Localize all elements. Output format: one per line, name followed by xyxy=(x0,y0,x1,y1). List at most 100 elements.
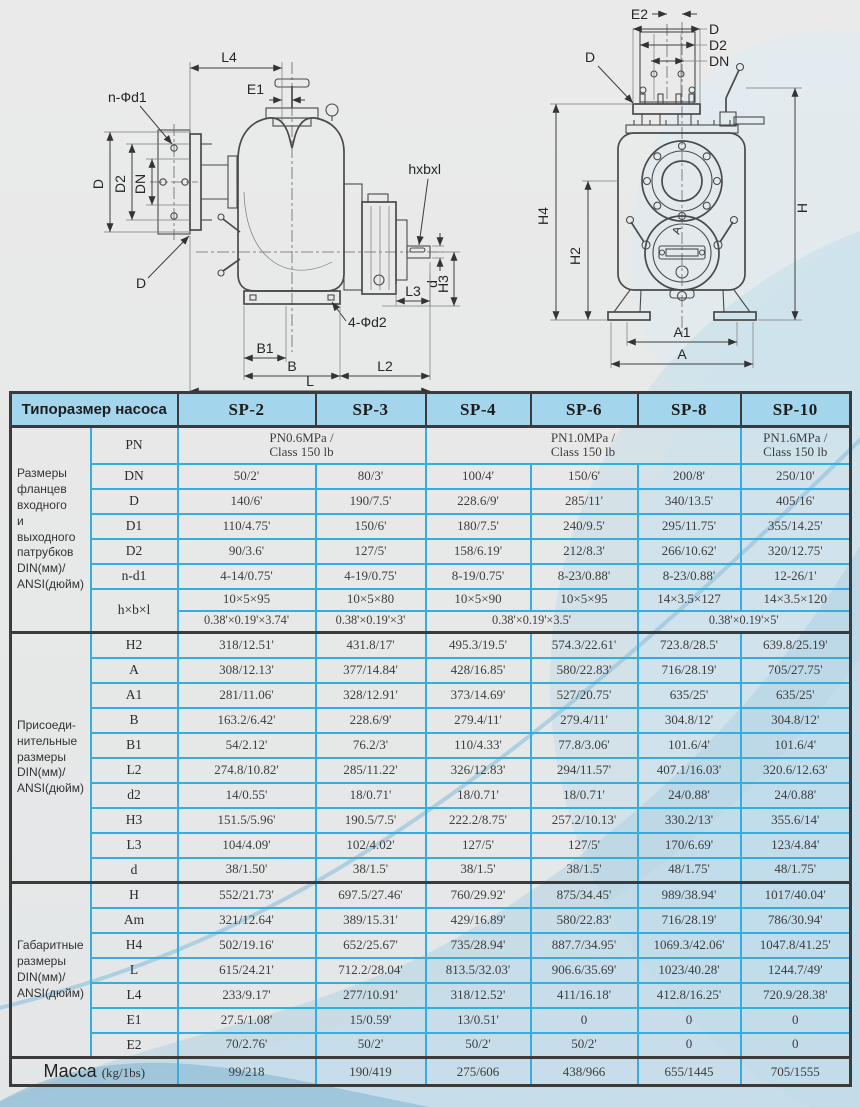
table-row: E2 70/2.76' 50/2' 50/2' 50/2' 0 0 xyxy=(11,1031,852,1059)
mass-value-cell: 190/419 xyxy=(314,1056,427,1087)
row-label-E2: E2 xyxy=(89,1031,179,1059)
dim-label-l: L xyxy=(306,373,314,389)
value-cell: 48/1.75' xyxy=(739,856,852,884)
value-cell: 104/4.09' xyxy=(176,831,317,859)
value-cell: 127/5' xyxy=(424,831,532,859)
value-cell: 190/7.5' xyxy=(314,487,427,515)
value-cell: 15/0.59' xyxy=(314,1006,427,1034)
cover-mark-a: A xyxy=(670,225,684,236)
row-label-L3: L3 xyxy=(89,831,179,859)
dim-label-h4: H4 xyxy=(535,207,551,225)
value-cell: 38/1.5' xyxy=(529,856,639,884)
value-cell: 502/19.16' xyxy=(176,931,317,959)
value-cell: 318/12.52' xyxy=(424,981,532,1009)
section-label: Размеры фланцев входного и выходного пат… xyxy=(9,425,92,634)
mass-value-cell: 275/606 xyxy=(424,1056,532,1087)
value-cell: 200/8' xyxy=(636,462,742,490)
table-body: Размеры фланцев входного и выходного пат… xyxy=(9,425,852,1059)
value-cell: 373/14.69' xyxy=(424,681,532,709)
value-cell: 716/28.19' xyxy=(636,656,742,684)
value-cell: 0 xyxy=(636,1031,742,1059)
value-cell: 80/3' xyxy=(314,462,427,490)
value-cell: 318/12.51' xyxy=(176,631,317,659)
value-cell: 411/16.18' xyxy=(529,981,639,1009)
value-cell: 705/27.75' xyxy=(739,656,852,684)
table-row: B1 54/2.12' 76.2/3' 110/4.33' 77.8/3.06' 101.… xyxy=(11,731,852,759)
mass-row: Масса (kg/1bs) 99/218 190/419 275/606 438/96… xyxy=(9,1056,852,1087)
value-cell: 70/2.76' xyxy=(176,1031,317,1059)
row-label-D1: D1 xyxy=(89,512,179,540)
value-cell: 180/7.5' xyxy=(424,512,532,540)
value-cell: 8-23/0.88' xyxy=(529,562,639,590)
value-cell: 639.8/25.19' xyxy=(739,631,852,659)
value-cell: 0 xyxy=(529,1006,639,1034)
table-row: DN 50/2' 80/3' 100/4' 150/6' 200/8' 250/10' xyxy=(11,462,852,490)
table-row: B 163.2/6.42' 228.6/9' 279.4/11' 279.4/11' 30… xyxy=(11,706,852,734)
front-view-body: A xyxy=(607,31,765,321)
value-cell: 0.38'×0.19'×3' xyxy=(314,609,427,634)
dim-label-d-shaft: d xyxy=(424,280,440,288)
value-cell: 285/11' xyxy=(529,487,639,515)
value-cell: 240/9.5' xyxy=(529,512,639,540)
table-row: Габаритные размеры DIN(мм)/ ANSI(дюйм) H 5… xyxy=(9,881,852,1059)
dim-label-e1: E1 xyxy=(247,81,264,97)
value-cell: 212/8.3' xyxy=(529,537,639,565)
value-cell: 150/6' xyxy=(314,512,427,540)
value-cell: 635/25' xyxy=(636,681,742,709)
table-row: H3 151.5/5.96' 190.5/7.5' 222.2/8.75' 257.2/… xyxy=(11,806,852,834)
value-cell: 24/0.88' xyxy=(739,781,852,809)
side-view-body xyxy=(150,78,431,305)
value-cell: 50/2' xyxy=(424,1031,532,1059)
value-cell: PN1.0MPa / Class 150 lb xyxy=(424,425,742,465)
value-cell: 813.5/32.03' xyxy=(424,956,532,984)
front-view-dimensions: E2 D D2 DN D H4 H2 H xyxy=(535,6,810,368)
value-cell: 279.4/11' xyxy=(424,706,532,734)
value-cell: 0.38'×0.19'×3.74' xyxy=(176,609,317,634)
value-cell: 13/0.51' xyxy=(424,1006,532,1034)
dim-label-a: A xyxy=(677,346,687,362)
table-row: D 140/6' 190/7.5' 228.6/9' 285/11' 340/13.5' 4… xyxy=(11,487,852,515)
value-cell: 330.2/13' xyxy=(636,806,742,834)
table-footer: Масса (kg/1bs) 99/218 190/419 275/606 438/96… xyxy=(9,1056,852,1087)
table-row: Присоеди- нительные размеры DIN(мм)/ ANS… xyxy=(9,631,852,884)
value-cell: 24/0.88' xyxy=(636,781,742,809)
value-cell: 8-19/0.75' xyxy=(424,562,532,590)
value-cell: 228.6/9' xyxy=(314,706,427,734)
column-header-sp-3: SP-3 xyxy=(314,391,427,428)
table-row: L4 233/9.17' 277/10.91' 318/12.52' 411/16.18… xyxy=(11,981,852,1009)
value-cell: 27.5/1.08' xyxy=(176,1006,317,1034)
value-cell: 320.6/12.63' xyxy=(739,756,852,784)
value-cell: 14×3.5×120 xyxy=(739,587,852,612)
value-cell: 405/16' xyxy=(739,487,852,515)
value-cell: 76.2/3' xyxy=(314,731,427,759)
value-cell: 320/12.75' xyxy=(739,537,852,565)
row-label-D2: D2 xyxy=(89,537,179,565)
value-cell: 377/14.84' xyxy=(314,656,427,684)
dim-label-e2: E2 xyxy=(631,6,648,22)
row-label-n-d1: n-d1 xyxy=(89,562,179,590)
value-cell: 429/16.89' xyxy=(424,906,532,934)
mass-label-text: Масса xyxy=(43,1061,97,1081)
value-cell: 110/4.75' xyxy=(176,512,317,540)
pump-side-view-drawing: L4 E1 D D2 DN n-Фd1 D hxbxl xyxy=(92,49,460,392)
row-label-d: d xyxy=(89,856,179,884)
value-cell: 875/34.45' xyxy=(529,881,639,909)
side-view-centerlines xyxy=(196,62,444,352)
value-cell: 274.8/10.82' xyxy=(176,756,317,784)
row-label-PN: PN xyxy=(89,425,179,465)
value-cell: 389/15.31' xyxy=(314,906,427,934)
table-row: Am 321/12.64' 389/15.31' 429/16.89' 580/22.8… xyxy=(11,906,852,934)
dim-label-dn: DN xyxy=(709,53,729,69)
value-cell: 163.2/6.42' xyxy=(176,706,317,734)
table-row: H4 502/19.16' 652/25.67' 735/28.94' 887.7/34… xyxy=(11,931,852,959)
table-row: d2 14/0.55' 18/0.71' 18/0.71' 18/0.71' 24/0.8… xyxy=(11,781,852,809)
value-cell: 285/11.22' xyxy=(314,756,427,784)
value-cell: 716/28.19' xyxy=(636,906,742,934)
value-cell: 0.38'×0.19'×3.5' xyxy=(424,609,639,634)
value-cell: 0 xyxy=(739,1031,852,1059)
value-cell: 279.4/11' xyxy=(529,706,639,734)
table-row: h×b×l 10×5×95 10×5×80 10×5×90 10×5×95 14×3.5×… xyxy=(11,587,852,634)
value-cell: 101.6/4' xyxy=(739,731,852,759)
table-row: A 308/12.13' 377/14.84' 428/16.85' 580/22.83… xyxy=(11,656,852,684)
